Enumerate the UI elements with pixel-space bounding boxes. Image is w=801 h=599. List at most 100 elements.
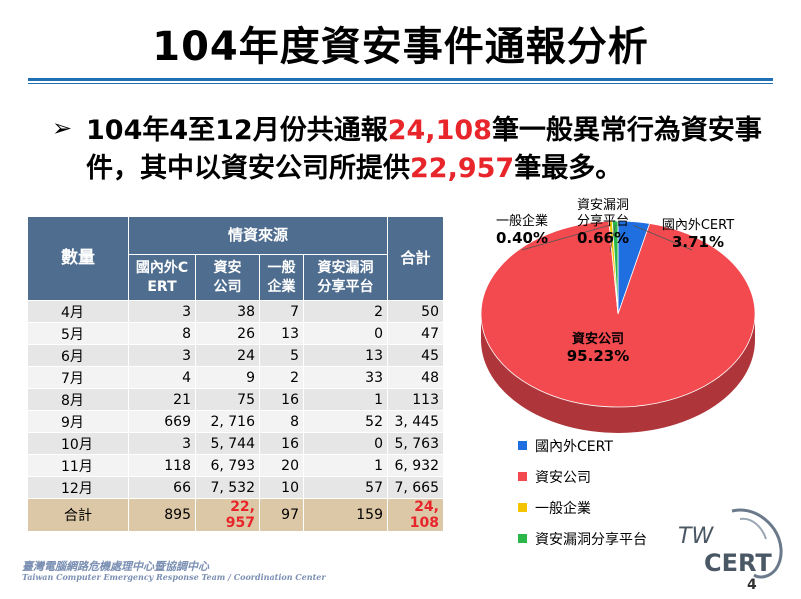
table-row: 5月 8 26 13 0 47 bbox=[27, 322, 444, 345]
cell-value: 9 bbox=[195, 366, 260, 389]
pie-leader-line bbox=[609, 224, 616, 253]
cell-value: 5, 744 bbox=[195, 432, 260, 455]
summary-part2: 筆一般異常行為資安事件，其中以資安公司所提供 bbox=[86, 115, 762, 184]
cell-value: 7, 532 bbox=[195, 476, 260, 499]
footer-org-name: 臺灣電腦網路危機處理中心暨協調中心 bbox=[22, 560, 209, 573]
summary-part3: 筆最多。 bbox=[514, 153, 623, 184]
source-table: 數量 情資來源 合計 國內外CERT 資安公司 一般企業 資安漏洞分享平台 4月… bbox=[27, 216, 444, 532]
summary-text: 104年4至12月份共通報24,108筆一般異常行為資安事件，其中以資安公司所提… bbox=[86, 112, 766, 188]
cell-total: 6, 932 bbox=[387, 454, 444, 477]
summary-top-number: 22,957 bbox=[410, 153, 515, 184]
pie-svg bbox=[480, 220, 756, 433]
pie-slice bbox=[480, 220, 756, 408]
cell-sum-value: 97 bbox=[259, 498, 304, 532]
cell-value: 5 bbox=[259, 344, 304, 367]
cell-value: 118 bbox=[128, 454, 196, 477]
cell-value: 2 bbox=[259, 366, 304, 389]
cell-total: 7, 665 bbox=[387, 476, 444, 499]
cell-sum-value: 895 bbox=[128, 498, 196, 532]
pie-slice bbox=[611, 220, 619, 315]
twcert-logo: TW CERT bbox=[678, 508, 783, 579]
pie-chart: 一般企業 0.40% 資安漏洞分享平台 0.66% 國內外CERT 3.71% … bbox=[460, 198, 800, 440]
cell-month: 6月 bbox=[27, 344, 129, 367]
cell-value: 13 bbox=[303, 344, 388, 367]
svg-text:TW: TW bbox=[678, 524, 714, 549]
cell-total: 45 bbox=[387, 344, 444, 367]
legend-item-security-company: 資安公司 bbox=[518, 461, 647, 492]
cell-month: 4月 bbox=[27, 300, 129, 323]
cell-month: 7月 bbox=[27, 366, 129, 389]
cell-value: 2, 716 bbox=[195, 410, 260, 433]
table-row: 8月 21 75 16 1 113 bbox=[27, 388, 444, 411]
cell-value: 8 bbox=[128, 322, 196, 345]
cell-value: 2 bbox=[303, 300, 388, 323]
pie-leader-line bbox=[633, 224, 693, 251]
cell-value: 3 bbox=[128, 432, 196, 455]
legend-item-cert: 國內外CERT bbox=[518, 430, 647, 461]
table-row: 9月 669 2, 716 8 52 3, 445 bbox=[27, 410, 444, 433]
cell-value: 20 bbox=[259, 454, 304, 477]
slide-title: 104年度資安事件通報分析 bbox=[152, 24, 649, 70]
cell-grand-total: 24, 108 bbox=[387, 498, 444, 532]
legend-item-enterprise: 一般企業 bbox=[518, 492, 647, 523]
svg-text:CERT: CERT bbox=[704, 549, 772, 577]
cell-value: 21 bbox=[128, 388, 196, 411]
table-row: 6月 3 24 5 13 45 bbox=[27, 344, 444, 367]
cell-total: 47 bbox=[387, 322, 444, 345]
bullet-arrow-icon: ➢ bbox=[52, 114, 73, 142]
pie-leader-line bbox=[521, 224, 612, 251]
pie-label-security-company: 資安公司 95.23% bbox=[566, 332, 630, 365]
table-row: 11月 118 6, 793 20 1 6, 932 bbox=[27, 454, 444, 477]
cell-value: 38 bbox=[195, 300, 260, 323]
pie-label-vuln-platform: 資安漏洞分享平台 0.66% bbox=[576, 198, 630, 247]
table-row: 12月 66 7, 532 10 57 7, 665 bbox=[27, 476, 444, 499]
table-row: 7月 4 9 2 33 48 bbox=[27, 366, 444, 389]
cell-value: 669 bbox=[128, 410, 196, 433]
cell-value: 8 bbox=[259, 410, 304, 433]
table-row: 10月 3 5, 744 16 0 5, 763 bbox=[27, 432, 444, 455]
cell-value: 1 bbox=[303, 388, 388, 411]
title-divider-thin bbox=[28, 83, 773, 84]
cell-month: 5月 bbox=[27, 322, 129, 345]
header-col-enterprise: 一般企業 bbox=[259, 254, 304, 301]
cell-value: 4 bbox=[128, 366, 196, 389]
pie-label-enterprise: 一般企業 0.40% bbox=[495, 214, 549, 247]
chart-legend: 國內外CERT 資安公司 一般企業 資安漏洞分享平台 bbox=[518, 430, 647, 554]
cell-value: 24 bbox=[195, 344, 260, 367]
cell-value: 3 bbox=[128, 300, 196, 323]
cell-total: 3, 445 bbox=[387, 410, 444, 433]
cell-value: 7 bbox=[259, 300, 304, 323]
cell-value: 1 bbox=[303, 454, 388, 477]
cell-month: 9月 bbox=[27, 410, 129, 433]
cell-value: 16 bbox=[259, 388, 304, 411]
cell-sum-label: 合計 bbox=[27, 498, 129, 532]
cell-sum-value: 22, 957 bbox=[195, 498, 260, 532]
cell-sum-value: 159 bbox=[303, 498, 388, 532]
table-row: 4月 3 38 7 2 50 bbox=[27, 300, 444, 323]
header-col-security-company: 資安公司 bbox=[195, 254, 260, 301]
cell-value: 75 bbox=[195, 388, 260, 411]
summary-part1: 104年4至12月份共通報 bbox=[86, 115, 388, 146]
table-row-total: 合計 895 22, 957 97 159 24, 108 bbox=[27, 498, 444, 532]
page-number: 4 bbox=[747, 577, 757, 593]
header-col-cert: 國內外CERT bbox=[128, 254, 196, 301]
summary-total-number: 24,108 bbox=[387, 115, 492, 146]
cell-value: 57 bbox=[303, 476, 388, 499]
header-quantity: 數量 bbox=[27, 216, 129, 301]
legend-item-vuln-platform: 資安漏洞分享平台 bbox=[518, 523, 647, 554]
cell-value: 10 bbox=[259, 476, 304, 499]
cell-value: 16 bbox=[259, 432, 304, 455]
header-source-group: 情資來源 bbox=[128, 216, 388, 255]
cell-total: 48 bbox=[387, 366, 444, 389]
header-total: 合計 bbox=[387, 216, 444, 301]
cell-value: 0 bbox=[303, 432, 388, 455]
legend-swatch bbox=[518, 441, 527, 450]
legend-swatch bbox=[518, 503, 527, 512]
legend-swatch bbox=[518, 472, 527, 481]
cell-month: 12月 bbox=[27, 476, 129, 499]
footer-org-name-en: Taiwan Computer Emergency Response Team … bbox=[22, 572, 326, 582]
cell-value: 33 bbox=[303, 366, 388, 389]
cell-value: 3 bbox=[128, 344, 196, 367]
cell-value: 52 bbox=[303, 410, 388, 433]
cell-value: 0 bbox=[303, 322, 388, 345]
